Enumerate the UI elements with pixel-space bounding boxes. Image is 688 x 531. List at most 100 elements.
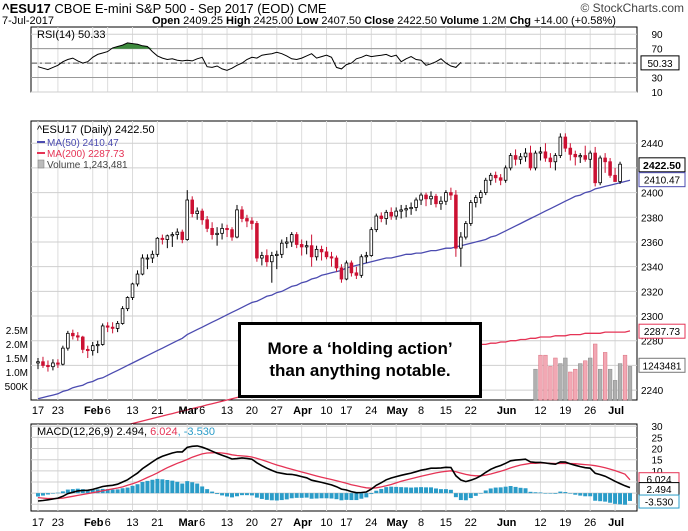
macd-histogram-bar xyxy=(90,489,95,494)
macd-histogram-bar xyxy=(623,493,628,505)
quote-value-low: 2407.50 xyxy=(321,15,365,27)
candle-body xyxy=(439,200,443,205)
macd-histogram-bar xyxy=(274,493,279,501)
candle-body xyxy=(613,174,617,182)
candle-body xyxy=(533,152,538,169)
macd-xlabel: 6 xyxy=(199,517,205,529)
candle-body xyxy=(90,345,95,352)
candle-body xyxy=(319,248,324,253)
candle-body xyxy=(255,223,259,259)
macd-histogram-bar xyxy=(394,486,399,494)
candle-body xyxy=(359,256,364,276)
candle-body xyxy=(488,174,493,181)
price-xlabel: Jun xyxy=(497,405,517,417)
macd-histogram-bar xyxy=(36,493,40,497)
candle-body xyxy=(394,210,398,217)
price-tick-2300: 2300 xyxy=(641,312,664,323)
candle-body xyxy=(374,215,379,231)
macd-histogram-bar xyxy=(543,493,548,494)
volume-bar xyxy=(627,366,633,401)
macd-xlabel: Jul xyxy=(608,517,624,529)
quote-label-chg: Chg xyxy=(509,15,535,27)
candle-body xyxy=(429,195,433,200)
volume-bar xyxy=(538,354,543,401)
rsi-value-box xyxy=(640,55,680,71)
candle-body xyxy=(384,211,389,219)
macd-line xyxy=(37,445,631,502)
macd-xlabel: 24 xyxy=(365,517,377,529)
macd-histogram-bar xyxy=(55,492,60,494)
macd-histogram-bar xyxy=(443,489,448,494)
macd-histogram-bar xyxy=(135,484,140,494)
macd-tick-20: 20 xyxy=(651,445,663,456)
macd-histogram-bar xyxy=(419,487,424,494)
candle-body xyxy=(329,256,334,259)
brand-logo: © StockCharts.com xyxy=(580,1,684,15)
candle-body xyxy=(260,255,264,259)
macd-histogram-bar xyxy=(349,493,354,501)
macd-xlabel: 22 xyxy=(465,517,477,529)
macd-histogram-bar xyxy=(414,487,419,494)
candle-body xyxy=(503,167,508,181)
candle-body xyxy=(180,231,185,240)
macd-signal-line xyxy=(37,451,631,500)
macd-histogram-bar xyxy=(498,487,503,494)
quote-value-volume: 1.2M xyxy=(482,15,510,27)
candle-body xyxy=(548,157,553,163)
price-xlabel: 27 xyxy=(271,405,283,417)
macd-histogram-bar xyxy=(125,487,130,494)
macd-histogram-bar xyxy=(374,490,379,494)
macd-histogram-bar xyxy=(254,493,259,498)
macd-histogram-bar xyxy=(508,486,513,494)
candle-body xyxy=(523,152,528,158)
macd-histogram-bar xyxy=(269,493,274,501)
candle-body xyxy=(409,207,413,210)
volume-legend: Volume 1,243,481 xyxy=(47,160,128,171)
price-xlabel: 8 xyxy=(418,405,424,417)
candle-body xyxy=(568,147,573,155)
candle-body xyxy=(389,211,393,217)
macd-histogram-bar xyxy=(145,480,150,494)
macd-signal-value: 6.024 xyxy=(646,475,671,486)
macd-legend-signal: 6.024 xyxy=(150,426,178,438)
macd-xlabel: Mar xyxy=(178,517,198,529)
macd-histogram-bar xyxy=(424,487,429,494)
macd-histogram-bar xyxy=(289,493,294,499)
macd-histogram-bar xyxy=(478,493,483,494)
macd-histogram-bar xyxy=(513,486,518,494)
macd-histogram-bar xyxy=(533,492,538,494)
candle-body xyxy=(120,308,125,324)
price-tick-2360: 2360 xyxy=(641,238,664,249)
candle-body xyxy=(85,348,90,352)
candle-body xyxy=(478,192,483,198)
price-tick-2440: 2440 xyxy=(641,139,664,150)
candle-body xyxy=(299,244,304,248)
candle-body xyxy=(334,257,339,269)
macd-histogram-bar xyxy=(334,493,339,500)
macd-histogram-bar xyxy=(155,478,160,494)
volume-tick: 500K xyxy=(5,382,29,393)
macd-tick-30: 30 xyxy=(651,422,663,433)
macd-xlabel: 6 xyxy=(105,517,111,529)
candle-body xyxy=(558,136,563,156)
macd-histogram-bar xyxy=(453,493,458,498)
volume-bar xyxy=(603,352,608,401)
ma200-legend: MA(200) 2287.73 xyxy=(47,149,125,160)
candle-body xyxy=(459,236,463,249)
macd-histogram-bar xyxy=(170,480,175,494)
annotation-line-2: than anything notable. xyxy=(269,361,451,380)
macd-histogram-bar xyxy=(518,487,523,494)
macd-xlabel: 12 xyxy=(534,517,546,529)
candle-body xyxy=(135,273,140,285)
candle-body xyxy=(508,155,513,169)
price-tick-2280: 2280 xyxy=(641,337,664,348)
price-xlabel: 13 xyxy=(126,405,138,417)
volume-bar xyxy=(578,363,583,401)
macd-histogram-bar xyxy=(140,482,145,494)
macd-xlabel: Jun xyxy=(497,517,517,529)
price-xlabel: 12 xyxy=(534,405,546,417)
candle-body xyxy=(573,153,578,158)
price-xlabel: 10 xyxy=(320,405,332,417)
volume-value-box xyxy=(638,357,686,373)
